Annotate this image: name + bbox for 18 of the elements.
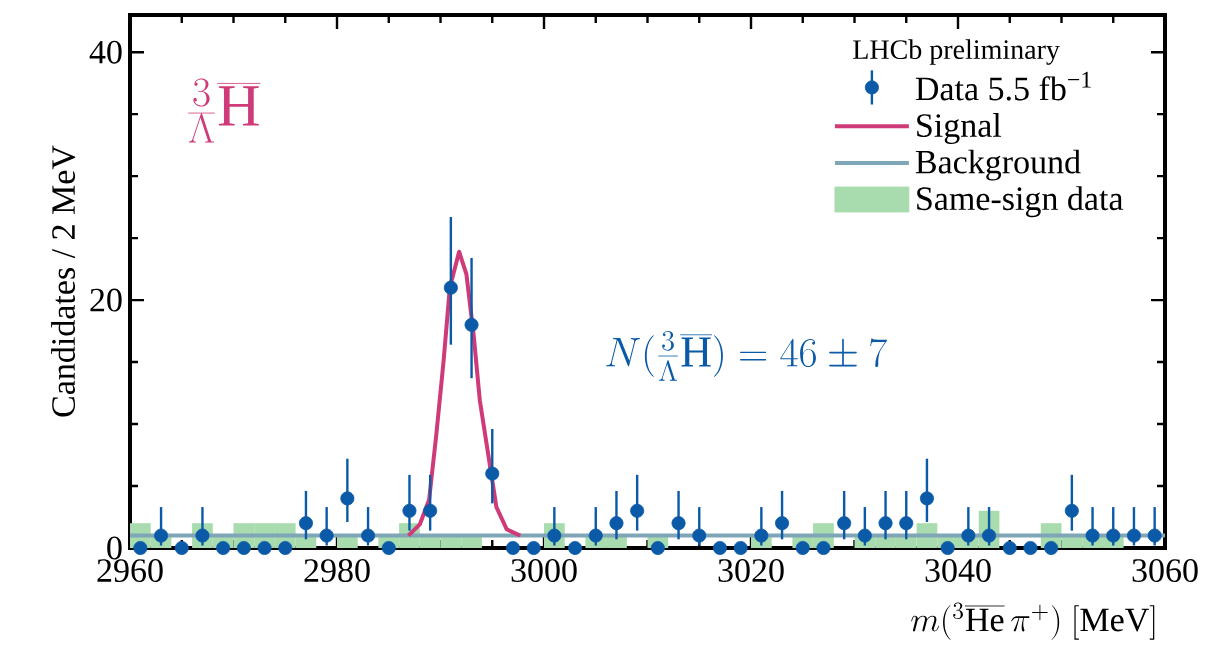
legend-label: Background [915,149,1081,181]
annotation: $\frac{3}{\Lambda}\overline{\mathrm{H}}$ [188,78,261,143]
annotation: $N(\frac{3}{\Lambda}\overline{\mathrm{H}}) = 46 \pm 7$ [606,330,888,381]
x-tick-label: 3040 [925,559,991,583]
legend-label: Signal [917,113,1002,144]
x-tick-label: 3020 [718,559,784,583]
legend-label: Data 5.5 fb$^{−1}$ [915,71,1091,101]
y-tick-label: 40 [89,40,122,64]
legend-title: LHCb preliminary [853,39,1060,65]
x-axis-title: $m({}^{3}\overline{\mathrm{He}}\,\pi^{+})\ [\mathrm{MeV}]$ [911,602,1155,640]
x-tick-label: 3000 [511,559,577,583]
y-axis-title: Candidates / 2 MeV [51,145,76,417]
x-tick-label: 2960 [97,559,163,583]
x-tick-label: 3060 [1132,559,1198,583]
y-tick-label: 0 [107,536,122,560]
legend-label: Same-sign data [917,186,1124,218]
y-tick-label: 20 [90,288,122,312]
x-tick-label: 2980 [304,559,370,583]
